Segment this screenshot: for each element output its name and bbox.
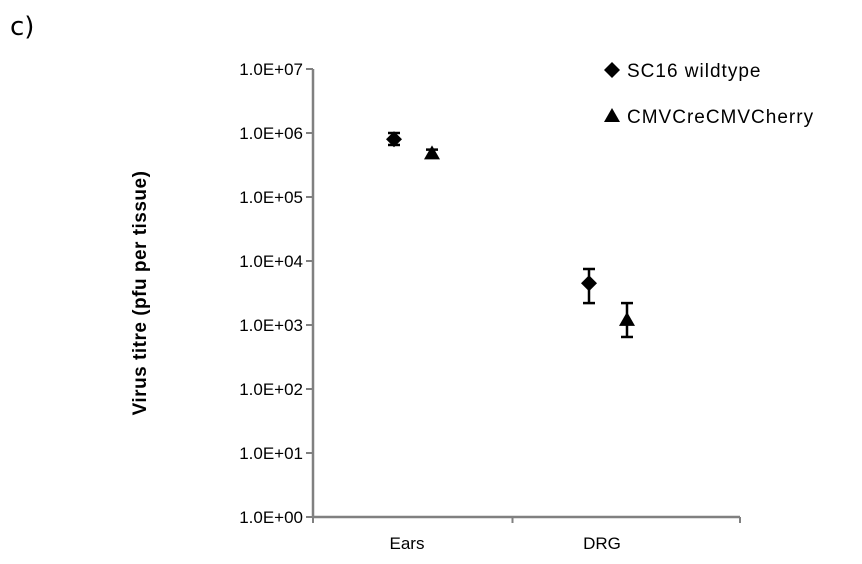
y-tick-label: 1.0E+00 <box>239 508 303 527</box>
y-tick-label: 1.0E+02 <box>239 380 303 399</box>
legend-marker-diamond <box>604 62 620 78</box>
y-tick-label: 1.0E+01 <box>239 444 303 463</box>
legend-marker-triangle <box>604 108 620 122</box>
data-point-triangle <box>424 145 440 160</box>
series-triangle <box>424 145 635 339</box>
y-ticks: 1.0E+00 1.0E+01 1.0E+02 1.0E+03 1.0E+04 1.0E+… <box>239 60 313 527</box>
x-category-label: DRG <box>583 534 621 553</box>
y-axis-title: Virus titre (pfu per tissue) <box>130 171 151 416</box>
legend-label: SC16 wildtype <box>627 61 761 82</box>
x-category-label: Ears <box>390 534 425 553</box>
y-tick-label: 1.0E+03 <box>239 316 303 335</box>
data-point-diamond <box>581 275 597 292</box>
y-tick-label: 1.0E+04 <box>239 252 303 271</box>
data-point-diamond <box>386 131 402 148</box>
legend-label: CMVCreCMVCherry <box>627 107 814 128</box>
y-tick-label: 1.0E+06 <box>239 124 303 143</box>
legend: SC16 wildtype CMVCreCMVCherry <box>604 61 814 128</box>
x-categories: Ears DRG <box>312 517 741 553</box>
y-tick-label: 1.0E+07 <box>239 60 303 79</box>
series-diamond <box>386 131 597 305</box>
y-tick-label: 1.0E+05 <box>239 188 303 207</box>
panel-label: c) <box>10 12 35 42</box>
axes <box>311 69 740 519</box>
data-point-triangle <box>619 311 635 326</box>
series-layer <box>386 131 635 339</box>
